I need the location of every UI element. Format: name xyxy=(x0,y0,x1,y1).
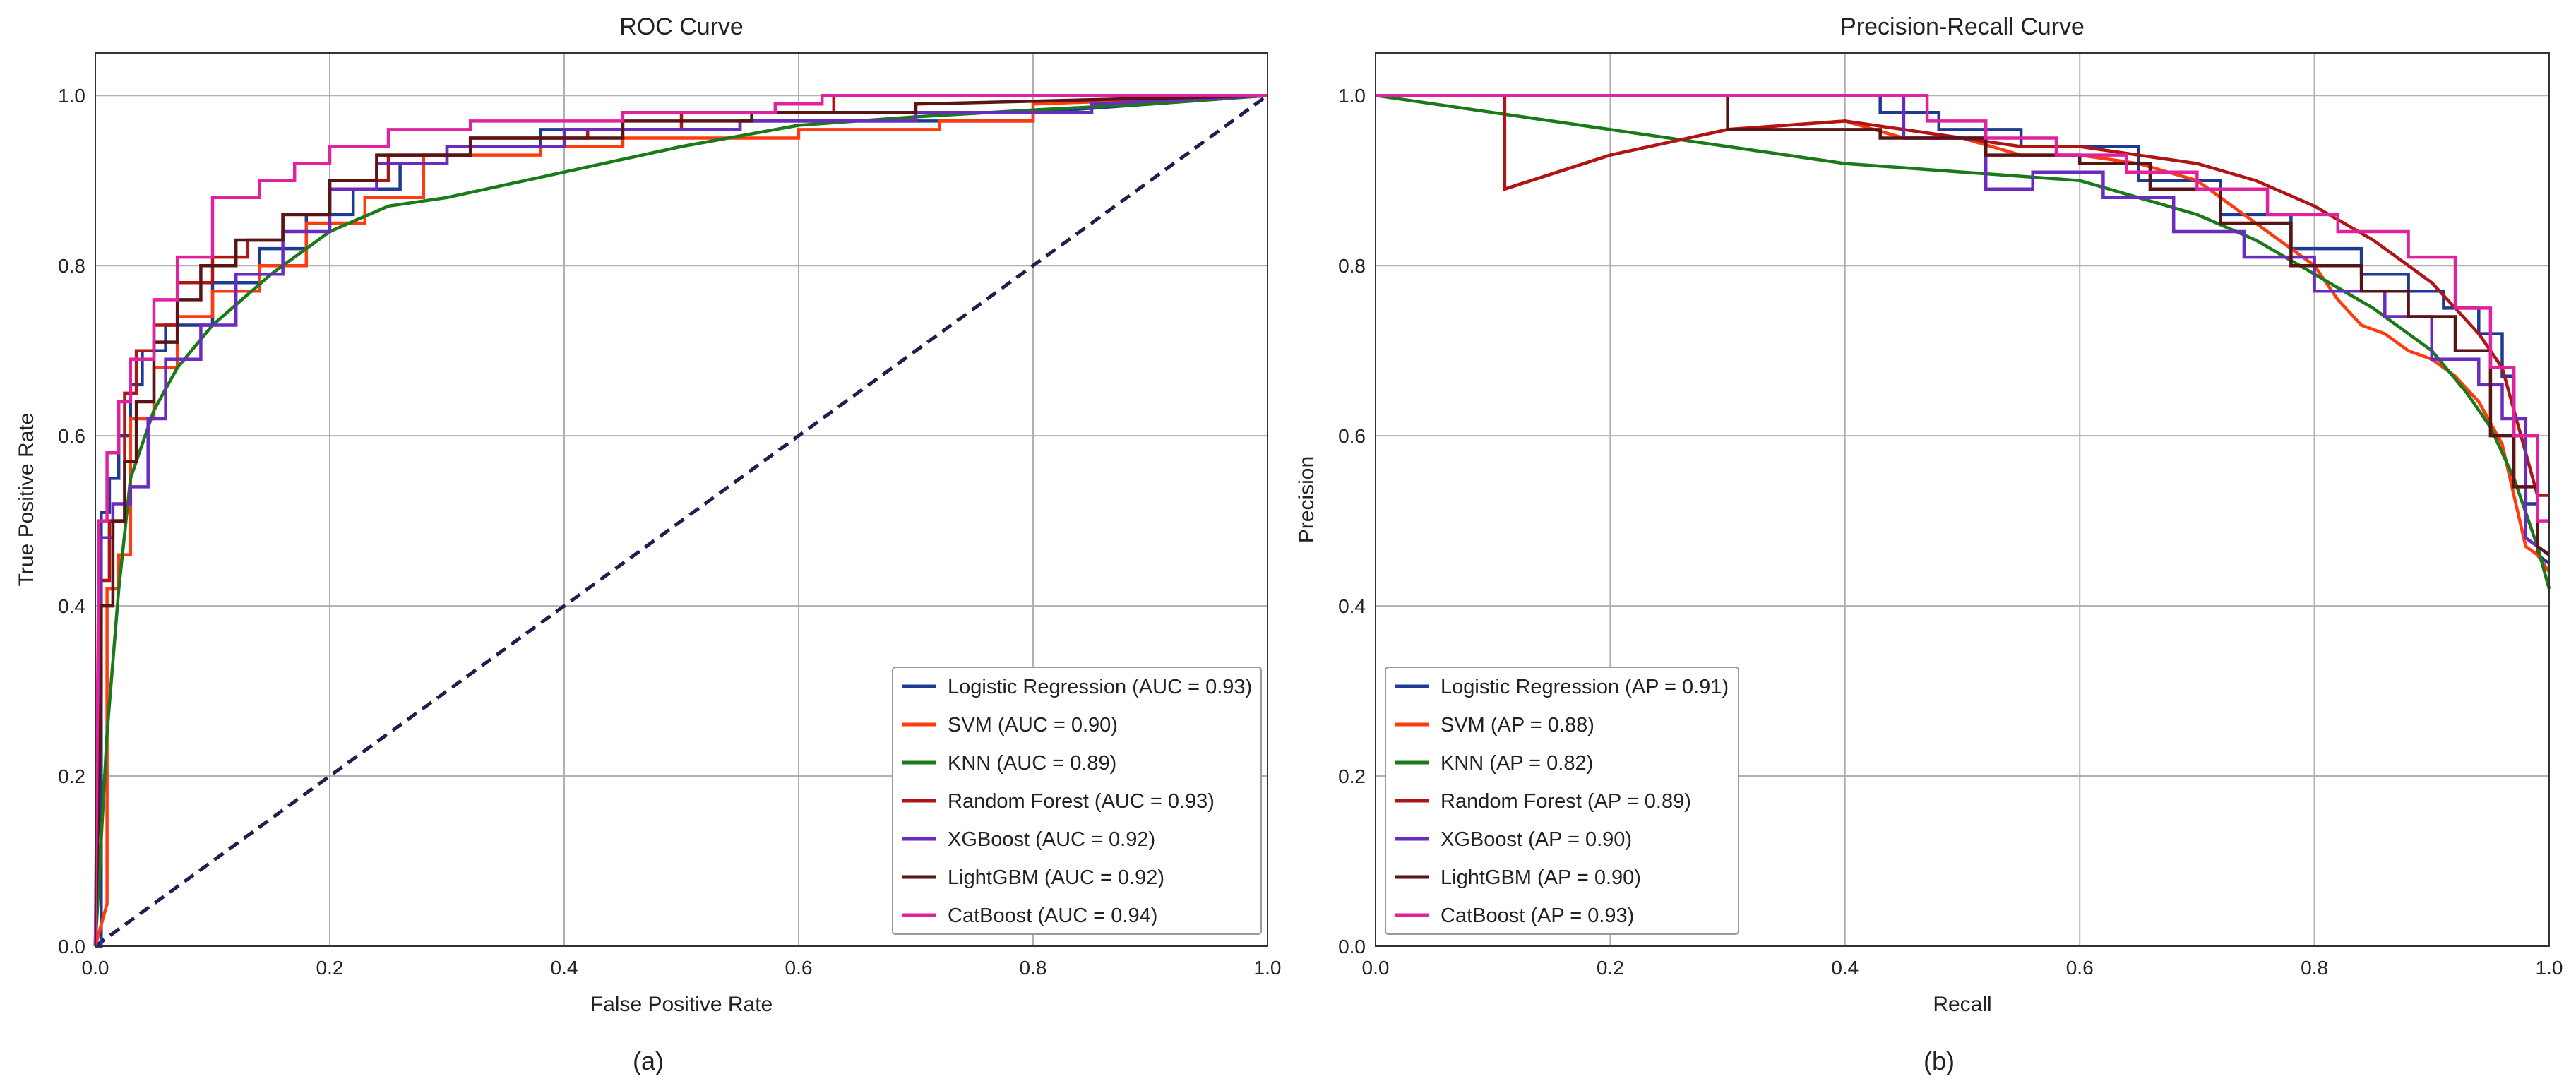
pr-ytick-label-4: 0.8 xyxy=(1338,255,1366,277)
roc-series-2 xyxy=(93,93,1268,947)
pr-xtick-label-0: 0.0 xyxy=(1362,957,1390,979)
roc-legend-label-3: Random Forest (AUC = 0.93) xyxy=(948,790,1215,813)
roc-ytick-label-0: 0.0 xyxy=(58,936,85,957)
roc-legend-label-4: XGBoost (AUC = 0.92) xyxy=(948,828,1155,851)
pr-frame xyxy=(1375,52,2550,947)
pr-xtick-label-3: 0.6 xyxy=(2066,957,2094,979)
pr-legend-box xyxy=(1385,667,1739,935)
roc-chart-title: ROC Curve xyxy=(619,13,744,40)
roc-series-5 xyxy=(93,93,1268,947)
pr-legend-label-3: Random Forest (AP = 0.89) xyxy=(1441,790,1691,813)
pr-chart-title: Precision-Recall Curve xyxy=(1840,13,2085,40)
roc-xtick-label-2: 0.4 xyxy=(551,957,578,979)
roc-panel: 0.0 0.2 0.4 0.6 0.8 1.0 0.0 0.2 0.4 0.6 0.8 1.0 ROC … xyxy=(15,13,1281,1016)
pr-ytick-label-5: 1.0 xyxy=(1338,85,1366,107)
roc-frame xyxy=(95,52,1268,947)
pr-panel: 0.0 0.2 0.4 0.6 0.8 1.0 0.0 0.2 0.4 0.6 0.8 1.0 Prec… xyxy=(1295,13,2563,1016)
pr-x-axis-label: Recall xyxy=(1933,993,1991,1016)
roc-y-axis-label: True Positive Rate xyxy=(15,413,38,587)
pr-legend-label-6: CatBoost (AP = 0.93) xyxy=(1441,905,1634,927)
roc-legend-label-6: CatBoost (AUC = 0.94) xyxy=(948,905,1157,927)
roc-xtick-label-1: 0.2 xyxy=(316,957,344,979)
roc-legend-label-0: Logistic Regression (AUC = 0.93) xyxy=(948,676,1252,698)
roc-xtick-label-5: 1.0 xyxy=(1254,957,1282,979)
panel-label-a: (a) xyxy=(633,1046,664,1075)
roc-ytick-label-3: 0.6 xyxy=(58,425,85,447)
roc-legend-label-5: LightGBM (AUC = 0.92) xyxy=(948,866,1164,889)
pr-ytick-label-0: 0.0 xyxy=(1338,936,1366,957)
pr-legend-label-5: LightGBM (AP = 0.90) xyxy=(1441,866,1641,889)
roc-ytick-label-4: 0.8 xyxy=(58,255,85,277)
roc-x-axis-label: False Positive Rate xyxy=(590,993,773,1016)
pr-ytick-label-2: 0.4 xyxy=(1338,595,1366,617)
roc-xtick-label-0: 0.0 xyxy=(82,957,109,979)
pr-legend-label-0: Logistic Regression (AP = 0.91) xyxy=(1441,676,1729,698)
roc-legend-box xyxy=(892,667,1262,935)
roc-legend-label-1: SVM (AUC = 0.90) xyxy=(948,714,1118,736)
panel-label-b: (b) xyxy=(1924,1046,1955,1075)
pr-xtick-label-1: 0.2 xyxy=(1597,957,1624,979)
pr-y-axis-label: Precision xyxy=(1295,456,1318,543)
roc-diagonal-line xyxy=(94,94,1269,948)
pr-legend-label-4: XGBoost (AP = 0.90) xyxy=(1441,828,1632,851)
roc-legend: Logistic Regression (AUC = 0.93) SVM (AUC… xyxy=(892,667,1262,935)
pr-series-3 xyxy=(1376,93,2549,497)
roc-ytick-label-2: 0.4 xyxy=(58,595,85,617)
pr-legend-label-1: SVM (AP = 0.88) xyxy=(1441,714,1594,736)
roc-series-1 xyxy=(93,93,1268,947)
pr-xtick-label-5: 1.0 xyxy=(2536,957,2563,979)
pr-ytick-label-1: 0.2 xyxy=(1338,765,1366,787)
pr-legend-label-2: KNN (AP = 0.82) xyxy=(1441,752,1593,775)
pr-series-4 xyxy=(1376,93,2551,556)
roc-legend-label-2: KNN (AUC = 0.89) xyxy=(948,752,1116,775)
pr-series-6 xyxy=(1376,93,2549,523)
pr-legend: Logistic Regression (AP = 0.91) SVM (AP =… xyxy=(1385,667,1739,935)
pr-ytick-label-3: 0.6 xyxy=(1338,425,1366,447)
roc-xtick-label-4: 0.8 xyxy=(1020,957,1047,979)
pr-xtick-label-2: 0.4 xyxy=(1831,957,1859,979)
roc-ytick-label-1: 0.2 xyxy=(58,765,85,787)
pr-series-5 xyxy=(1376,93,2551,556)
roc-xtick-label-3: 0.6 xyxy=(785,957,813,979)
roc-series-6 xyxy=(93,93,1268,947)
pr-xtick-label-4: 0.8 xyxy=(2301,957,2328,979)
roc-ytick-label-5: 1.0 xyxy=(58,85,85,107)
